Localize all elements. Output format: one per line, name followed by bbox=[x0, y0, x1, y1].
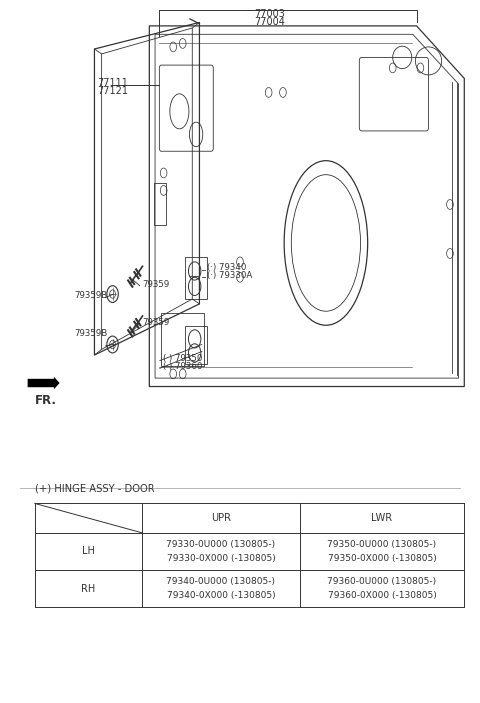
Text: 77004: 77004 bbox=[254, 17, 285, 27]
Text: (·) 79330A: (·) 79330A bbox=[206, 271, 252, 280]
Text: FR.: FR. bbox=[35, 394, 57, 406]
Text: 79350-0X000 (-130805): 79350-0X000 (-130805) bbox=[327, 553, 436, 562]
Text: UPR: UPR bbox=[211, 513, 231, 523]
Text: LH: LH bbox=[82, 546, 95, 556]
Bar bbox=[185, 257, 206, 299]
Text: (·) 79350: (·) 79350 bbox=[163, 354, 202, 363]
Text: 79360-0X000 (-130805): 79360-0X000 (-130805) bbox=[327, 591, 436, 600]
Text: 77121: 77121 bbox=[97, 86, 128, 96]
Text: 79340-0U000 (130805-): 79340-0U000 (130805-) bbox=[167, 577, 276, 586]
Text: RH: RH bbox=[81, 583, 96, 593]
Text: 77003: 77003 bbox=[254, 9, 285, 19]
FancyArrow shape bbox=[28, 377, 60, 389]
Text: (+) HINGE ASSY - DOOR: (+) HINGE ASSY - DOOR bbox=[35, 484, 155, 494]
Text: 79330-0U000 (130805-): 79330-0U000 (130805-) bbox=[167, 540, 276, 549]
Text: 79359: 79359 bbox=[142, 280, 169, 289]
Text: 79340-0X000 (-130805): 79340-0X000 (-130805) bbox=[167, 591, 275, 600]
Bar bbox=[161, 313, 204, 366]
Text: LWR: LWR bbox=[372, 513, 393, 523]
Text: 79330-0X000 (-130805): 79330-0X000 (-130805) bbox=[167, 553, 276, 562]
Text: 79359: 79359 bbox=[142, 318, 169, 327]
Text: 77111: 77111 bbox=[97, 77, 128, 88]
Text: 79350-0U000 (130805-): 79350-0U000 (130805-) bbox=[327, 540, 436, 549]
Bar bbox=[185, 325, 206, 364]
Text: 79360-0U000 (130805-): 79360-0U000 (130805-) bbox=[327, 577, 436, 586]
Text: 79359B: 79359B bbox=[74, 330, 107, 338]
Text: 79359B: 79359B bbox=[74, 291, 107, 300]
Text: (·) 79360: (·) 79360 bbox=[163, 363, 202, 371]
Text: (·) 79340: (·) 79340 bbox=[206, 263, 246, 272]
Bar bbox=[154, 183, 166, 226]
